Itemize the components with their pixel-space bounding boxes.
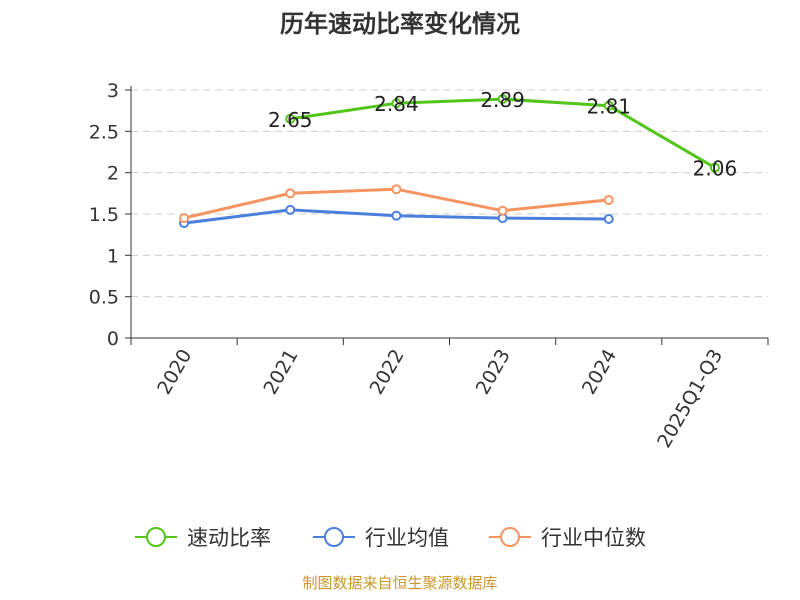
data-label: 2.06: [693, 157, 738, 181]
legend-item[interactable]: 行业均值: [313, 526, 449, 550]
y-tick-label: 2: [107, 163, 119, 185]
x-tick-label: 2022: [366, 346, 409, 399]
data-point: [391, 210, 402, 221]
data-label: 2.65: [268, 108, 313, 132]
legend-item[interactable]: 速动比率: [135, 526, 271, 550]
x-tick-label: 2024: [578, 346, 621, 399]
data-label: 2.84: [374, 92, 419, 116]
data-point: [391, 184, 402, 195]
data-point: [497, 94, 508, 105]
legend-label: 速动比率: [187, 526, 271, 550]
data-labels: 2.65 2.84 2.89 2.81 2.06: [268, 88, 737, 181]
source-note: 制图数据来自恒生聚源数据库: [302, 574, 497, 592]
y-tick-label: 1: [107, 245, 119, 267]
grid-lines: [131, 89, 768, 298]
axes: 0 0.5 1 1.5 2 2.5 3 2020 2021 2022 2023 2024 2025Q1-…: [89, 80, 769, 452]
x-tick-label: 2023: [472, 346, 515, 399]
x-tick-label: 2025Q1-Q3: [653, 346, 727, 452]
data-point: [285, 204, 296, 215]
data-point: [603, 194, 614, 205]
x-tick-label: 2021: [259, 346, 302, 399]
legend-marker: [146, 527, 166, 547]
legend-label: 行业中位数: [541, 526, 646, 550]
chart-title: 历年速动比率变化情况: [280, 10, 520, 38]
data-point: [179, 213, 190, 224]
legend-marker: [500, 527, 520, 547]
y-tick-label: 1.5: [89, 204, 119, 226]
data-point: [285, 188, 296, 199]
y-tick-label: 0.5: [89, 287, 119, 309]
data-label: 2.89: [480, 88, 525, 112]
data-point: [391, 98, 402, 109]
legend[interactable]: 速动比率 行业均值 行业中位数: [135, 526, 646, 550]
data-point: [285, 113, 296, 124]
legend-marker: [324, 527, 344, 547]
data-point: [497, 205, 508, 216]
data-point: [709, 162, 720, 173]
x-tick-label: 2020: [153, 346, 196, 399]
y-tick-label: 2.5: [89, 121, 119, 143]
y-tick-label: 3: [107, 80, 119, 102]
legend-item[interactable]: 行业中位数: [489, 526, 646, 550]
data-label: 2.81: [586, 95, 631, 119]
legend-label: 行业均值: [365, 526, 449, 550]
series-group: [179, 94, 720, 229]
data-point: [603, 100, 614, 111]
y-tick-label: 0: [107, 328, 119, 350]
data-point: [603, 213, 614, 224]
